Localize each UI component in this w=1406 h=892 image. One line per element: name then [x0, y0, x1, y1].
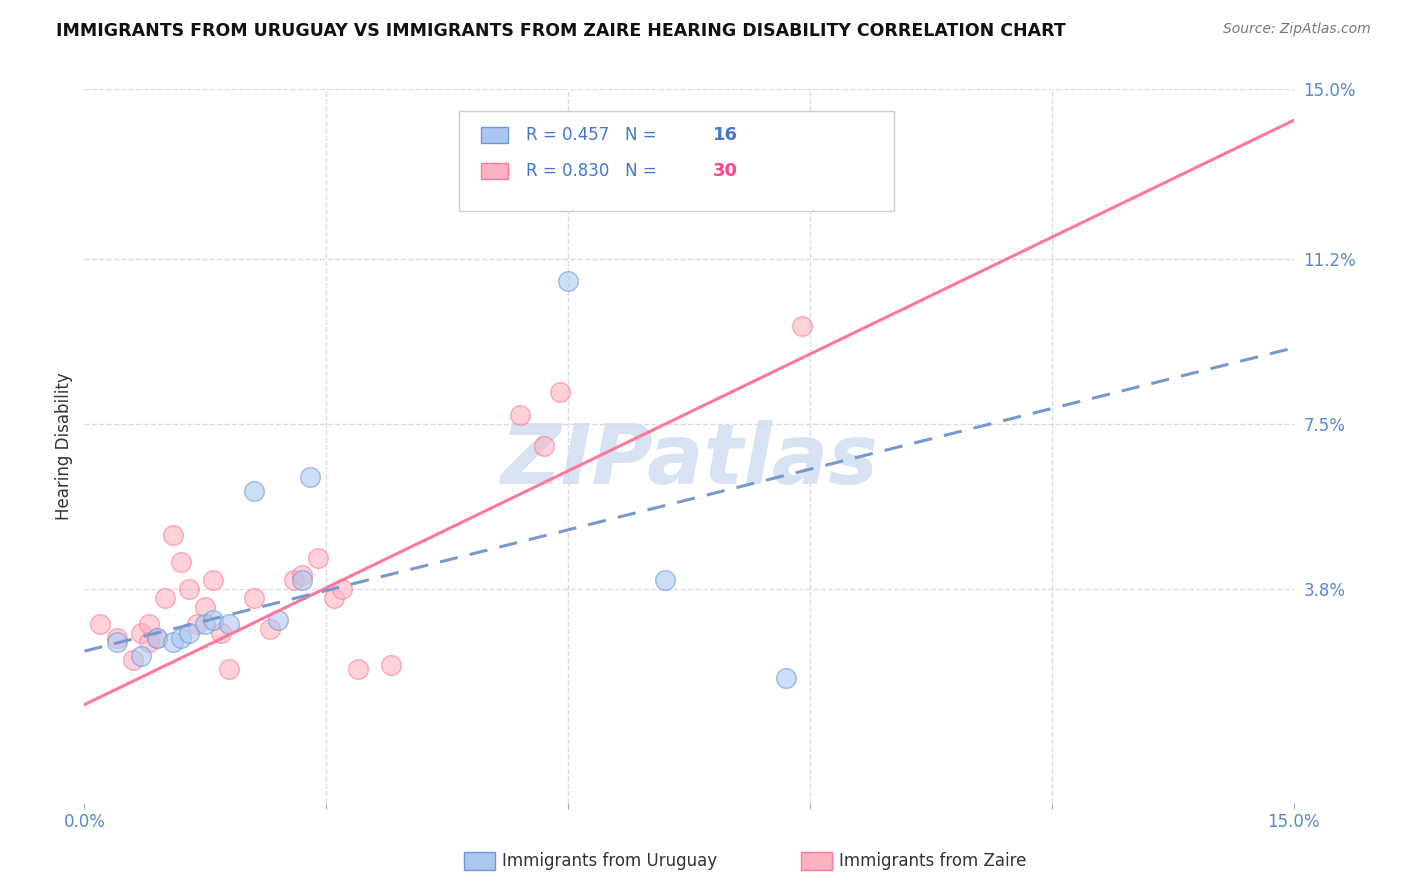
Point — [557, 274, 579, 288]
Point — [162, 635, 184, 649]
Point — [129, 626, 152, 640]
Point — [105, 635, 128, 649]
Point — [218, 662, 240, 676]
Point — [509, 408, 531, 422]
Point — [330, 582, 353, 596]
Point — [548, 385, 571, 400]
Text: Source: ZipAtlas.com: Source: ZipAtlas.com — [1223, 22, 1371, 37]
Point — [138, 635, 160, 649]
FancyBboxPatch shape — [460, 111, 894, 211]
Text: R = 0.830   N =: R = 0.830 N = — [526, 162, 662, 180]
Point — [742, 127, 765, 141]
Point — [654, 573, 676, 587]
Text: 30: 30 — [713, 162, 738, 180]
Point — [202, 573, 225, 587]
Point — [146, 631, 169, 645]
Point — [194, 617, 217, 632]
Text: ZIPatlas: ZIPatlas — [501, 420, 877, 500]
Y-axis label: Hearing Disability: Hearing Disability — [55, 372, 73, 520]
Point — [179, 626, 201, 640]
Text: 16: 16 — [713, 126, 738, 144]
Point — [283, 573, 305, 587]
Point — [146, 631, 169, 645]
Point — [347, 662, 370, 676]
Point — [533, 439, 555, 453]
Point — [291, 573, 314, 587]
Point — [242, 483, 264, 498]
Point — [186, 617, 208, 632]
Point — [89, 617, 111, 632]
Point — [202, 613, 225, 627]
Point — [242, 591, 264, 605]
Point — [170, 631, 193, 645]
Point — [179, 582, 201, 596]
Point — [153, 591, 176, 605]
FancyBboxPatch shape — [481, 127, 508, 143]
Point — [218, 617, 240, 632]
Point — [307, 550, 329, 565]
Point — [380, 657, 402, 672]
Point — [138, 617, 160, 632]
Point — [121, 653, 143, 667]
Point — [162, 528, 184, 542]
Point — [267, 613, 290, 627]
Point — [323, 591, 346, 605]
Text: Immigrants from Uruguay: Immigrants from Uruguay — [502, 852, 717, 870]
Point — [170, 555, 193, 569]
Point — [209, 626, 232, 640]
FancyBboxPatch shape — [481, 163, 508, 179]
Point — [299, 470, 322, 484]
Text: R = 0.457   N =: R = 0.457 N = — [526, 126, 662, 144]
Point — [129, 648, 152, 663]
Point — [775, 671, 797, 685]
Text: Immigrants from Zaire: Immigrants from Zaire — [839, 852, 1026, 870]
Point — [790, 318, 813, 333]
Point — [105, 631, 128, 645]
Point — [194, 599, 217, 614]
Point — [259, 622, 281, 636]
Point — [291, 568, 314, 582]
Text: IMMIGRANTS FROM URUGUAY VS IMMIGRANTS FROM ZAIRE HEARING DISABILITY CORRELATION : IMMIGRANTS FROM URUGUAY VS IMMIGRANTS FR… — [56, 22, 1066, 40]
